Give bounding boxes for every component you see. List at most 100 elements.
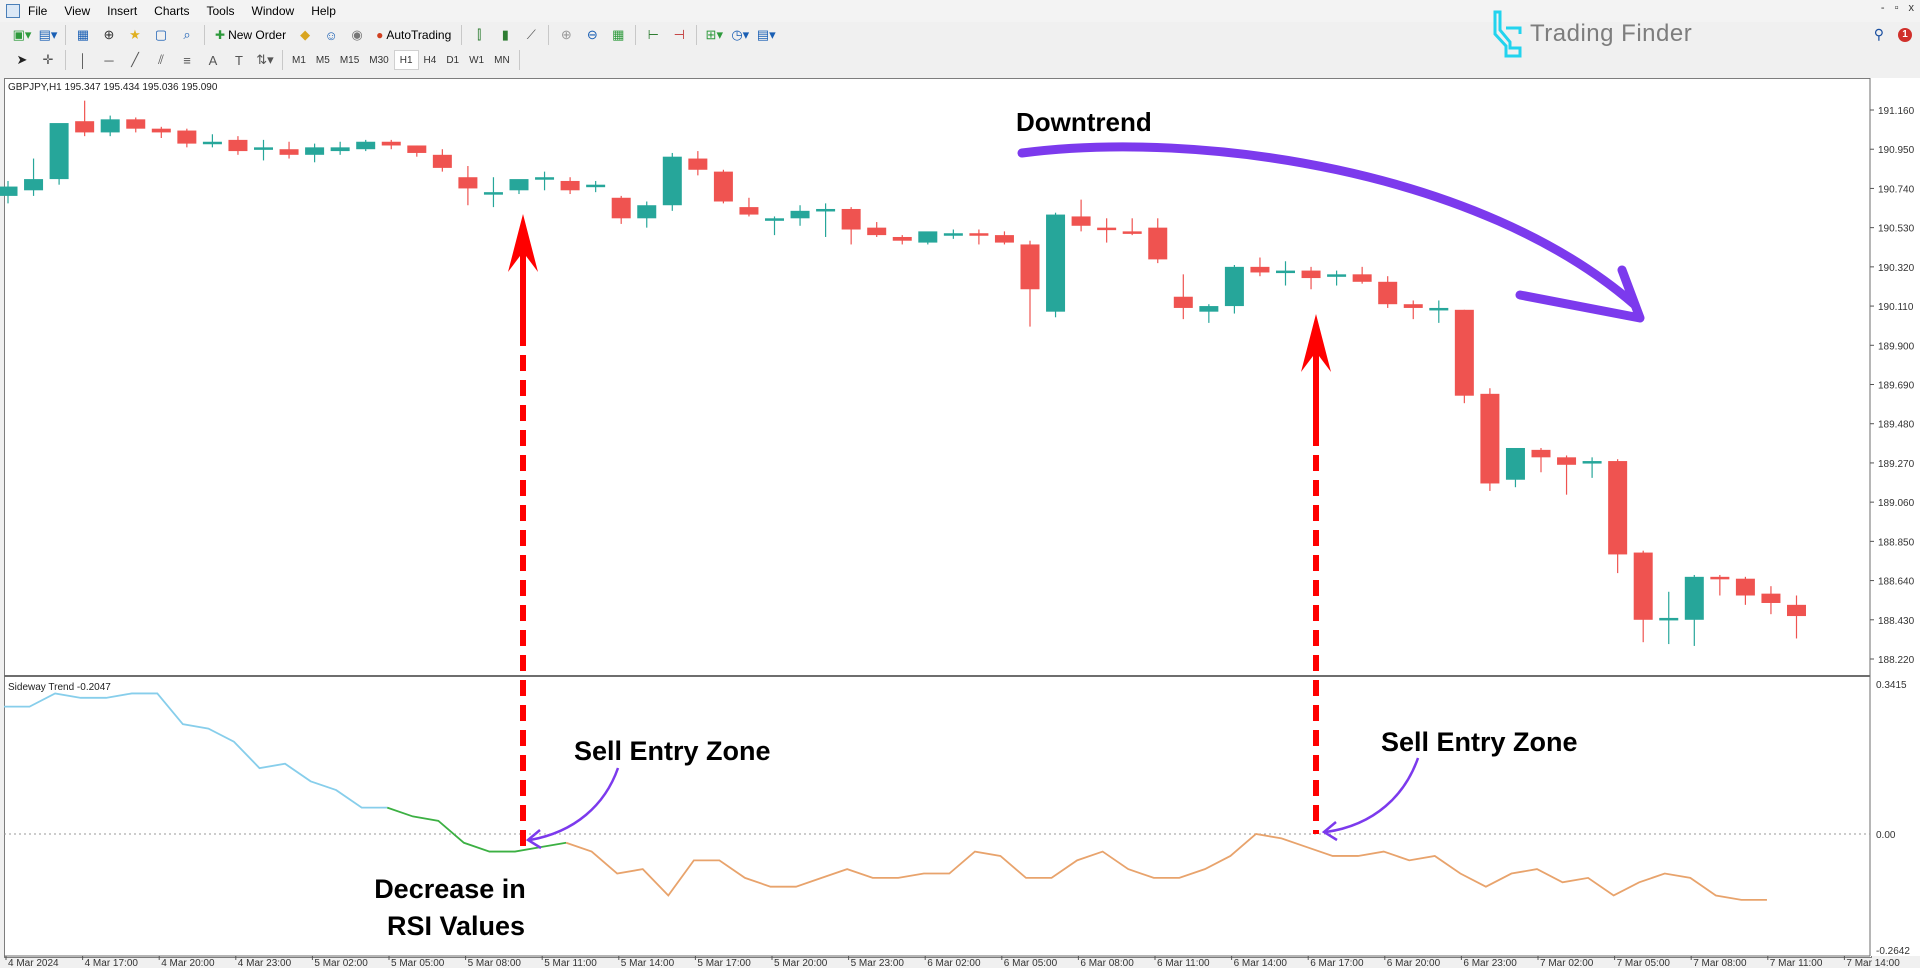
periods-icon[interactable]: ◷▾ xyxy=(731,27,750,42)
market-watch-icon[interactable]: ▦ xyxy=(76,27,90,42)
timeframe-d1[interactable]: D1 xyxy=(446,54,460,66)
candle xyxy=(841,208,861,230)
menu-insert[interactable]: Insert xyxy=(107,4,138,18)
timeframe-m1[interactable]: M1 xyxy=(292,54,306,66)
timeframe-mn[interactable]: MN xyxy=(494,54,510,66)
candle xyxy=(1122,231,1142,234)
timeframe-w1[interactable]: W1 xyxy=(469,54,485,66)
time-axis-ticks: 4 Mar 2024 4 Mar 17:00 4 Mar 20:00 4 Mar 23… xyxy=(5,956,1900,968)
sell-entry-zone-label-2: Sell Entry Zone xyxy=(1381,727,1578,757)
autotrading-button[interactable]: ● AutoTrading xyxy=(376,28,452,42)
fibonacci-icon[interactable]: ≡ xyxy=(183,52,191,68)
chart-shift-icon[interactable]: ⊢ xyxy=(647,27,659,42)
trendline-icon[interactable]: ╱ xyxy=(131,52,139,67)
notifications-badge[interactable]: 1 xyxy=(1898,27,1912,42)
menu-help[interactable]: Help xyxy=(311,4,336,18)
timeframe-h1[interactable]: H1 xyxy=(393,50,419,70)
candle xyxy=(356,141,376,150)
timeframe-m30[interactable]: M30 xyxy=(369,54,389,66)
new-order-button[interactable]: ✚ New Order xyxy=(215,28,287,42)
sell-entry-arrow-1-icon xyxy=(529,767,620,842)
candle xyxy=(1199,306,1219,312)
cursor-icon[interactable]: ➤ xyxy=(16,52,28,67)
menu-view[interactable]: View xyxy=(64,4,91,18)
bar-chart-icon[interactable]: ⫿ xyxy=(477,27,482,42)
profiles-icon[interactable]: ▤▾ xyxy=(38,27,58,42)
candle xyxy=(943,233,963,236)
candle xyxy=(637,205,657,219)
sell-entry-arrow-2-icon xyxy=(1325,757,1420,834)
line-chart-icon[interactable]: ⟋ xyxy=(526,27,536,42)
menu-bar: File View Insert Charts Tools Window Hel… xyxy=(0,0,1920,22)
text-label-icon[interactable]: T xyxy=(235,52,243,68)
candle xyxy=(432,154,452,168)
data-window-icon[interactable]: ⊕ xyxy=(103,27,115,42)
autotrading-icon: ● xyxy=(376,28,384,42)
candle xyxy=(611,197,631,219)
candle xyxy=(560,180,580,191)
candle xyxy=(1276,270,1295,274)
price-tick-label: 188.850 xyxy=(1878,537,1915,548)
time-tick-label: 5 Mar 08:00 xyxy=(468,958,522,968)
tile-windows-icon[interactable]: ▦ xyxy=(612,27,625,42)
candle xyxy=(1097,227,1117,231)
zoom-out-icon[interactable]: ⊖ xyxy=(586,27,598,42)
channel-icon[interactable]: ⫽ xyxy=(158,52,164,67)
menu-charts[interactable]: Charts xyxy=(154,4,190,18)
text-icon[interactable]: A xyxy=(208,52,218,68)
menu-window[interactable]: Window xyxy=(251,4,295,18)
templates-icon[interactable]: ▤▾ xyxy=(756,27,776,42)
candle xyxy=(790,210,810,219)
vertical-line-icon[interactable]: │ xyxy=(78,52,88,68)
autoscroll-icon[interactable]: ⊣ xyxy=(673,27,685,42)
minimize-button[interactable]: - xyxy=(1880,2,1885,14)
candle xyxy=(1608,461,1628,555)
candle xyxy=(662,156,682,206)
candle xyxy=(202,141,222,145)
timeframe-m15[interactable]: M15 xyxy=(339,54,360,66)
signals-icon[interactable]: ☺ xyxy=(324,27,338,43)
navigator-icon[interactable]: ★ xyxy=(129,27,141,42)
candle xyxy=(586,184,606,188)
candle xyxy=(918,231,938,243)
decrease-label-line2: RSI Values xyxy=(387,911,525,941)
candle xyxy=(1148,227,1168,260)
candle xyxy=(1071,216,1091,226)
restore-button[interactable]: ▫ xyxy=(1894,2,1899,14)
price-tick-label: 191.160 xyxy=(1878,106,1915,117)
strategy-tester-icon[interactable]: ⌕ xyxy=(183,27,191,42)
meta-editor-icon[interactable]: ◆ xyxy=(300,27,311,42)
zoom-in-icon[interactable]: ⊕ xyxy=(560,27,572,42)
terminal-icon[interactable]: ▢ xyxy=(154,27,168,42)
close-button[interactable]: x xyxy=(1908,2,1915,14)
market-icon[interactable]: ◉ xyxy=(351,27,363,42)
time-tick-label: 6 Mar 02:00 xyxy=(927,958,981,968)
chart-window[interactable] xyxy=(4,78,1872,958)
candle xyxy=(1378,281,1398,305)
timeframe-h4[interactable]: H4 xyxy=(423,54,437,66)
menu-tools[interactable]: Tools xyxy=(206,4,235,18)
sell-entry-zone-label-1: Sell Entry Zone xyxy=(574,736,771,766)
menu-file[interactable]: File xyxy=(28,4,48,18)
horizontal-line-icon[interactable]: ─ xyxy=(104,52,114,68)
candle xyxy=(509,179,529,191)
candle xyxy=(1250,266,1270,273)
timeframe-m5[interactable]: M5 xyxy=(315,54,330,66)
candlestick-icon[interactable]: ▮ xyxy=(501,27,509,42)
time-tick-label: 7 Mar 02:00 xyxy=(1540,958,1594,968)
time-tick-label: 6 Mar 23:00 xyxy=(1463,958,1517,968)
crosshair-icon[interactable]: ✛ xyxy=(42,52,54,67)
arrows-icon[interactable]: ⇅▾ xyxy=(256,52,274,67)
search-icon[interactable]: ⚲ xyxy=(1873,26,1884,42)
candle xyxy=(1710,576,1730,580)
new-chart-icon[interactable]: ▣▾ xyxy=(12,27,32,42)
candle xyxy=(279,149,299,155)
time-tick-label: 4 Mar 20:00 xyxy=(161,958,215,968)
indicators-icon[interactable]: ⊞▾ xyxy=(705,27,723,42)
price-tick-label: 190.530 xyxy=(1878,224,1915,235)
time-tick-label: 5 Mar 14:00 xyxy=(621,958,675,968)
time-tick-label: 5 Mar 05:00 xyxy=(391,958,445,968)
time-tick-label: 4 Mar 17:00 xyxy=(85,958,139,968)
time-tick-label: 5 Mar 23:00 xyxy=(851,958,905,968)
